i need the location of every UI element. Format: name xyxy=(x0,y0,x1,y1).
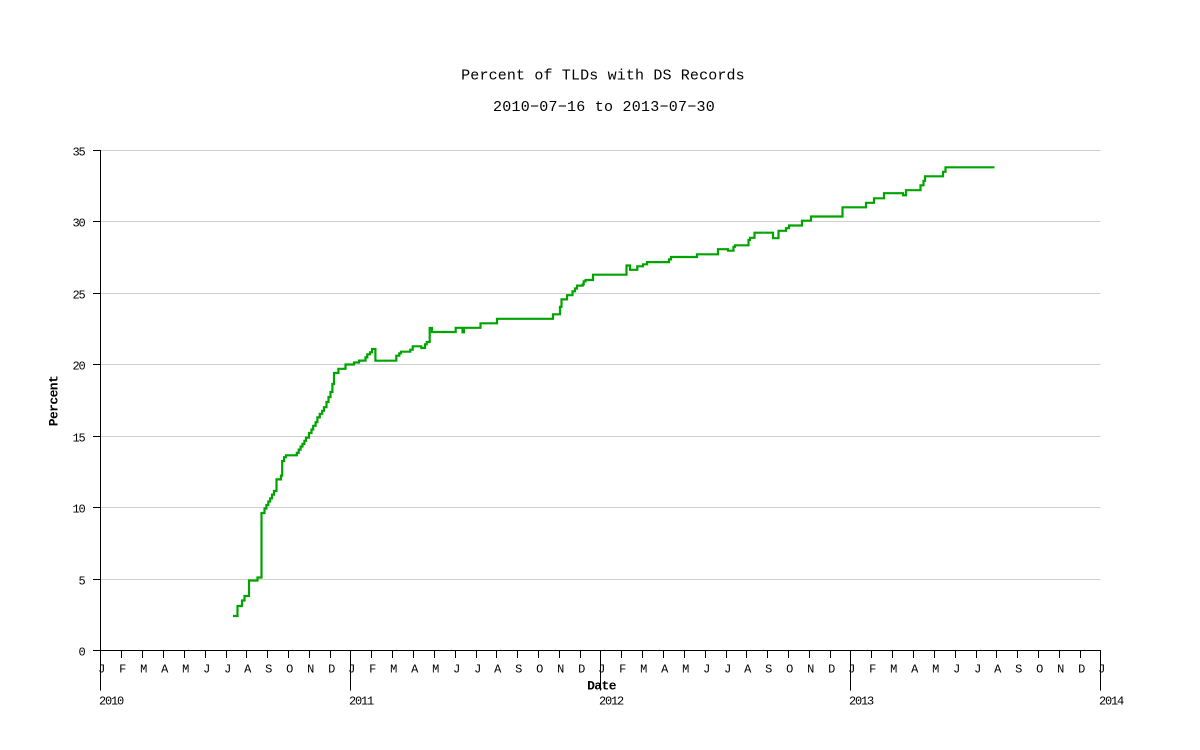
svg-text:D: D xyxy=(828,663,835,677)
svg-text:D: D xyxy=(1078,663,1085,677)
svg-text:F: F xyxy=(119,663,126,677)
svg-text:2010: 2010 xyxy=(99,695,124,709)
svg-text:J: J xyxy=(703,663,709,677)
svg-text:M: M xyxy=(432,663,439,677)
svg-text:J: J xyxy=(598,663,604,677)
svg-text:Percent of TLDs with DS Record: Percent of TLDs with DS Records xyxy=(461,68,745,85)
svg-text:F: F xyxy=(369,663,376,677)
svg-text:Percent: Percent xyxy=(47,376,62,426)
svg-text:J: J xyxy=(453,663,459,677)
svg-text:S: S xyxy=(1015,663,1022,677)
svg-text:25: 25 xyxy=(72,289,85,303)
svg-text:M: M xyxy=(640,663,647,677)
svg-text:J: J xyxy=(953,663,959,677)
svg-text:20: 20 xyxy=(72,360,85,374)
svg-text:J: J xyxy=(348,663,354,677)
svg-text:O: O xyxy=(786,663,793,677)
svg-text:J: J xyxy=(848,663,854,677)
svg-text:M: M xyxy=(890,663,897,677)
svg-text:2010−07−16 to 2013−07−30: 2010−07−16 to 2013−07−30 xyxy=(493,99,715,116)
svg-text:O: O xyxy=(286,663,293,677)
svg-text:F: F xyxy=(619,663,626,677)
svg-text:10: 10 xyxy=(72,503,85,517)
svg-text:M: M xyxy=(182,663,189,677)
svg-text:A: A xyxy=(911,663,919,677)
svg-text:Date: Date xyxy=(587,679,617,694)
svg-text:5: 5 xyxy=(78,575,85,589)
svg-text:A: A xyxy=(661,663,669,677)
svg-text:2014: 2014 xyxy=(1099,695,1124,709)
svg-text:O: O xyxy=(536,663,543,677)
svg-text:N: N xyxy=(1057,663,1064,677)
svg-text:J: J xyxy=(203,663,209,677)
svg-text:A: A xyxy=(744,663,752,677)
svg-text:M: M xyxy=(140,663,147,677)
svg-text:M: M xyxy=(682,663,689,677)
svg-text:N: N xyxy=(807,663,814,677)
svg-text:A: A xyxy=(244,663,252,677)
svg-text:D: D xyxy=(578,663,585,677)
svg-text:J: J xyxy=(974,663,980,677)
svg-text:2012: 2012 xyxy=(599,695,624,709)
svg-text:O: O xyxy=(1036,663,1043,677)
svg-text:D: D xyxy=(328,663,335,677)
svg-text:0: 0 xyxy=(78,646,85,660)
svg-text:A: A xyxy=(994,663,1002,677)
svg-text:15: 15 xyxy=(72,432,85,446)
svg-text:J: J xyxy=(1098,663,1104,677)
svg-text:N: N xyxy=(557,663,564,677)
svg-text:2011: 2011 xyxy=(349,695,374,709)
svg-text:M: M xyxy=(390,663,397,677)
svg-text:A: A xyxy=(494,663,502,677)
svg-text:S: S xyxy=(265,663,272,677)
svg-text:35: 35 xyxy=(72,146,85,160)
svg-text:S: S xyxy=(765,663,772,677)
svg-text:30: 30 xyxy=(72,217,85,231)
svg-text:A: A xyxy=(161,663,169,677)
svg-text:S: S xyxy=(515,663,522,677)
svg-text:N: N xyxy=(307,663,314,677)
svg-text:F: F xyxy=(869,663,876,677)
svg-text:J: J xyxy=(724,663,730,677)
svg-text:J: J xyxy=(224,663,230,677)
svg-text:J: J xyxy=(474,663,480,677)
svg-text:M: M xyxy=(932,663,939,677)
svg-text:A: A xyxy=(411,663,419,677)
svg-text:2013: 2013 xyxy=(849,695,874,709)
svg-text:J: J xyxy=(98,663,104,677)
